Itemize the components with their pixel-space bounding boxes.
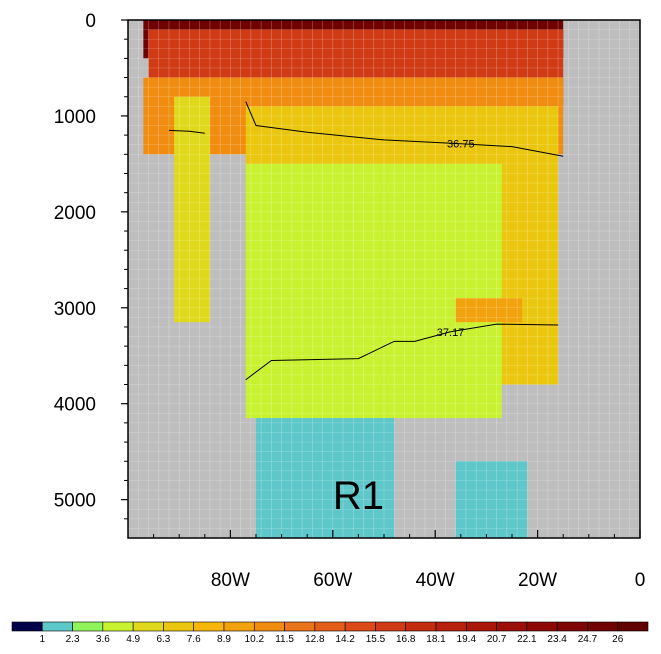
x-tick-label: 40W [416, 570, 455, 591]
colorbar-swatch [344, 621, 376, 632]
colorbar-swatch [617, 621, 649, 632]
y-tick-label: 4000 [54, 395, 96, 416]
colorbar-label: 1 [40, 634, 46, 645]
y-tick-label: 0 [85, 11, 96, 32]
colorbar-swatch [223, 621, 255, 632]
colorbar-swatch [375, 621, 407, 632]
colorbar-swatch [41, 621, 73, 632]
colorbar-label: 14.2 [335, 634, 355, 645]
colorbar-swatch [496, 621, 528, 632]
region-western-channel [174, 96, 210, 323]
colorbar-swatch [405, 621, 437, 632]
colorbar-label: 22.1 [517, 634, 537, 645]
colorbar-swatch [526, 621, 558, 632]
colorbar-label: 7.6 [187, 634, 201, 645]
colorbar-label: 18.1 [426, 634, 446, 645]
colorbar-label: 19.4 [457, 634, 477, 645]
colorbar-swatch [284, 621, 316, 632]
x-tick-label: 80W [211, 570, 250, 591]
x-tick-label: 20W [518, 570, 557, 591]
region-bottom-water-east [455, 461, 528, 538]
colorbar-swatch [435, 621, 467, 632]
colorbar-label: 3.6 [96, 634, 110, 645]
grid [128, 20, 640, 538]
colorbar-label: 12.8 [305, 634, 325, 645]
colorbar-swatch [102, 621, 134, 632]
y-tick-label: 2000 [54, 203, 96, 224]
colorbar-label: 11.5 [275, 634, 294, 645]
region-annotation: R1 [333, 474, 384, 518]
region-warm-patch-east [455, 298, 523, 323]
colorbar-label: 2.3 [66, 634, 80, 645]
y-tick-label: 5000 [54, 491, 96, 512]
colorbar-label: 6.3 [156, 634, 170, 645]
colorbar-swatch [587, 621, 619, 632]
x-tick-label: 0 [635, 570, 646, 591]
contour-lines: 36.75 37.17 [168, 101, 564, 381]
colorbar-swatch [11, 621, 43, 632]
contour-line-1 [245, 323, 559, 381]
field-regions [143, 20, 564, 538]
colorbar-label: 20.7 [487, 634, 507, 645]
axes: 80W 60W 40W 20W 0 0 1000 2000 3000 4000 5000 [54, 11, 646, 591]
region-bottom-water-west [256, 418, 395, 538]
contour-label: 37.17 [437, 327, 465, 339]
contour-line-2 [168, 129, 205, 134]
colorbar-label: 26 [612, 634, 624, 645]
colorbar: 1 2.3 3.6 4.9 6.3 7.6 8.9 10.2 11.5 12.8 14.2 15.5 1… [11, 621, 649, 645]
colorbar-label: 4.9 [126, 634, 140, 645]
colorbar-swatch [132, 621, 164, 632]
colorbar-swatch [314, 621, 346, 632]
colorbar-label: 24.7 [578, 634, 598, 645]
x-tick-label: 60W [313, 570, 352, 591]
colorbar-label: 8.9 [217, 634, 231, 645]
colorbar-swatch [72, 621, 104, 632]
colorbar-swatch [465, 621, 497, 632]
colorbar-swatch [163, 621, 195, 632]
contour-label: 36.75 [447, 139, 475, 151]
colorbar-label: 10.2 [245, 634, 265, 645]
annotations: R1 [333, 474, 384, 518]
colorbar-swatch [193, 621, 225, 632]
colorbar-swatch [556, 621, 588, 632]
colorbar-label: 23.4 [547, 634, 567, 645]
contour-line-0 [245, 101, 564, 157]
region-deep-water [245, 163, 502, 419]
colorbar-swatch [253, 621, 285, 632]
colorbar-label: 15.5 [366, 634, 386, 645]
y-tick-label: 3000 [54, 299, 96, 320]
colorbar-label: 16.8 [396, 634, 416, 645]
y-tick-label: 1000 [54, 107, 96, 128]
